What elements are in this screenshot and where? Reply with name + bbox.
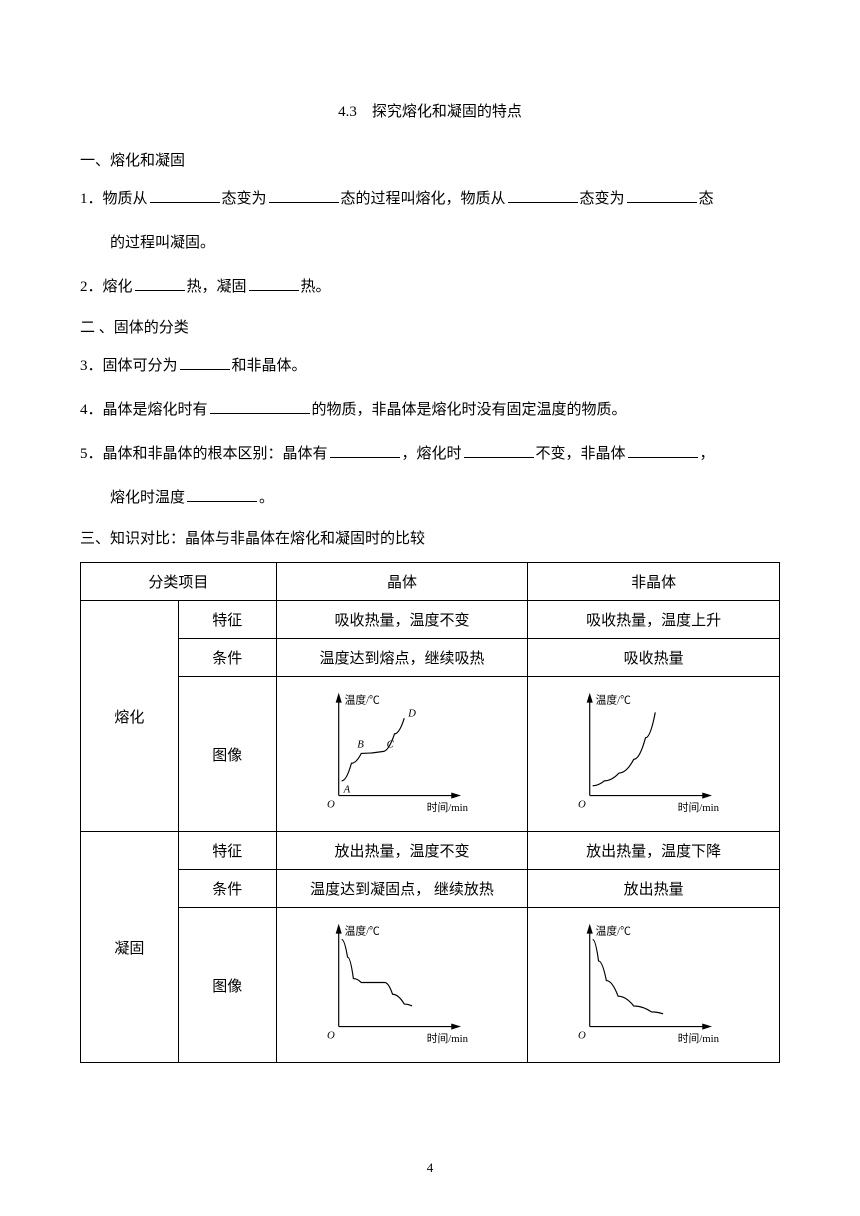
item-2-text-3: 热。 xyxy=(301,279,331,295)
item-1-text-5: 态 xyxy=(699,191,714,207)
melting-feature-label: 特征 xyxy=(178,601,276,639)
header-noncrystal: 非晶体 xyxy=(528,563,780,601)
chart-freezing-noncrystal: 温度/℃ 时间/min O xyxy=(534,914,773,1051)
item-1-text-2: 态变为 xyxy=(222,191,267,207)
item-4: 4．晶体是熔化时有 的物质，非晶体是熔化时没有固定温度的物质。 xyxy=(80,395,780,425)
freezing-condition-crystal: 温度达到凝固点， 继续放热 xyxy=(276,870,528,908)
svg-text:O: O xyxy=(578,1029,586,1041)
svg-text:时间/min: 时间/min xyxy=(426,801,468,814)
svg-text:时间/min: 时间/min xyxy=(678,801,720,814)
melting-condition-crystal: 温度达到熔点，继续吸热 xyxy=(276,639,528,677)
svg-text:时间/min: 时间/min xyxy=(426,1032,468,1045)
freezing-condition-label: 条件 xyxy=(178,870,276,908)
item-5-cont-text-1: 熔化时温度 xyxy=(110,490,185,506)
blank xyxy=(627,188,697,203)
melting-condition-noncrystal: 吸收热量 xyxy=(528,639,780,677)
freezing-chart-label: 图像 xyxy=(178,908,276,1063)
item-1-text-3: 态的过程叫熔化，物质从 xyxy=(341,191,506,207)
table-row: 图像 温度/℃ 时间/min O 温度/℃ 时间/min O xyxy=(81,908,780,1063)
section-2-heading: 二 、固体的分类 xyxy=(80,316,780,337)
item-5-continue: 熔化时温度 。 xyxy=(80,483,780,513)
comparison-table: 分类项目 晶体 非晶体 熔化 特征 吸收热量，温度不变 吸收热量，温度上升 条件… xyxy=(80,562,780,1063)
item-2-text-2: 热，凝固 xyxy=(187,279,247,295)
freezing-feature-label: 特征 xyxy=(178,832,276,870)
freezing-feature-crystal: 放出热量，温度不变 xyxy=(276,832,528,870)
svg-text:A: A xyxy=(342,784,350,796)
melting-condition-label: 条件 xyxy=(178,639,276,677)
item-3: 3．固体可分为 和非晶体。 xyxy=(80,351,780,381)
svg-text:温度/℃: 温度/℃ xyxy=(596,925,631,938)
blank xyxy=(249,276,299,291)
chart-melting-crystal: 温度/℃ 时间/min OA B C D xyxy=(283,683,522,820)
blank xyxy=(508,188,578,203)
item-2: 2．熔化 热，凝固 热。 xyxy=(80,272,780,302)
section-3-heading: 三、知识对比：晶体与非晶体在熔化和凝固时的比较 xyxy=(80,527,780,548)
header-crystal: 晶体 xyxy=(276,563,528,601)
table-row: 凝固 特征 放出热量，温度不变 放出热量，温度下降 xyxy=(81,832,780,870)
chart-melting-noncrystal: 温度/℃ 时间/min O xyxy=(534,683,773,820)
table-row: 熔化 特征 吸收热量，温度不变 吸收热量，温度上升 xyxy=(81,601,780,639)
blank xyxy=(269,188,339,203)
section-1-heading: 一、熔化和凝固 xyxy=(80,149,780,170)
item-5-text-1: 5．晶体和非晶体的根本区别：晶体有 xyxy=(80,446,328,462)
svg-text:时间/min: 时间/min xyxy=(678,1032,720,1045)
item-5: 5．晶体和非晶体的根本区别：晶体有 ，熔化时 不变，非晶体 ， xyxy=(80,439,780,469)
chart-freezing-crystal: 温度/℃ 时间/min O xyxy=(283,914,522,1051)
table-row: 条件 温度达到熔点，继续吸热 吸收热量 xyxy=(81,639,780,677)
svg-text:O: O xyxy=(578,798,586,810)
item-1-text-1: 1．物质从 xyxy=(80,191,148,207)
svg-text:O: O xyxy=(327,1029,335,1041)
freezing-chart-noncrystal: 温度/℃ 时间/min O xyxy=(528,908,780,1063)
melting-feature-noncrystal: 吸收热量，温度上升 xyxy=(528,601,780,639)
svg-text:D: D xyxy=(407,707,416,719)
blank xyxy=(180,355,230,370)
page-title: 4.3 探究熔化和凝固的特点 xyxy=(80,100,780,121)
freezing-condition-noncrystal: 放出热量 xyxy=(528,870,780,908)
svg-text:C: C xyxy=(386,739,394,751)
blank xyxy=(628,443,698,458)
item-1-text-4: 态变为 xyxy=(580,191,625,207)
svg-text:温度/℃: 温度/℃ xyxy=(344,694,379,707)
item-3-text-2: 和非晶体。 xyxy=(232,358,307,374)
item-5-text-3: 不变，非晶体 xyxy=(536,446,626,462)
freezing-label: 凝固 xyxy=(81,832,179,1063)
melting-chart-noncrystal: 温度/℃ 时间/min O xyxy=(528,677,780,832)
item-1-continue: 的过程叫凝固。 xyxy=(80,228,780,258)
blank xyxy=(135,276,185,291)
item-4-text-1: 4．晶体是熔化时有 xyxy=(80,402,208,418)
blank xyxy=(464,443,534,458)
blank xyxy=(187,487,257,502)
svg-text:温度/℃: 温度/℃ xyxy=(344,925,379,938)
item-2-text-1: 2．熔化 xyxy=(80,279,133,295)
svg-text:B: B xyxy=(357,739,364,751)
melting-chart-label: 图像 xyxy=(178,677,276,832)
freezing-chart-crystal: 温度/℃ 时间/min O xyxy=(276,908,528,1063)
table-row: 图像 温度/℃时间/minOABCD 温度/℃时间/minO xyxy=(81,677,780,832)
freezing-feature-noncrystal: 放出热量，温度下降 xyxy=(528,832,780,870)
svg-text:O: O xyxy=(327,798,335,810)
item-3-text-1: 3．固体可分为 xyxy=(80,358,178,374)
melting-feature-crystal: 吸收热量，温度不变 xyxy=(276,601,528,639)
melting-label: 熔化 xyxy=(81,601,179,832)
item-5-text-2: ，熔化时 xyxy=(402,446,462,462)
item-4-text-2: 的物质，非晶体是熔化时没有固定温度的物质。 xyxy=(312,402,627,418)
item-1: 1．物质从 态变为 态的过程叫熔化，物质从 态变为 态 xyxy=(80,184,780,214)
table-header-row: 分类项目 晶体 非晶体 xyxy=(81,563,780,601)
page-number: 4 xyxy=(0,1160,860,1176)
table-row: 条件 温度达到凝固点， 继续放热 放出热量 xyxy=(81,870,780,908)
blank xyxy=(210,399,310,414)
blank xyxy=(150,188,220,203)
item-5-cont-text-2: 。 xyxy=(259,490,274,506)
svg-text:温度/℃: 温度/℃ xyxy=(596,694,631,707)
header-category: 分类项目 xyxy=(81,563,277,601)
melting-chart-crystal: 温度/℃ 时间/min OA B C D xyxy=(276,677,528,832)
blank xyxy=(330,443,400,458)
item-5-text-4: ， xyxy=(700,446,715,462)
